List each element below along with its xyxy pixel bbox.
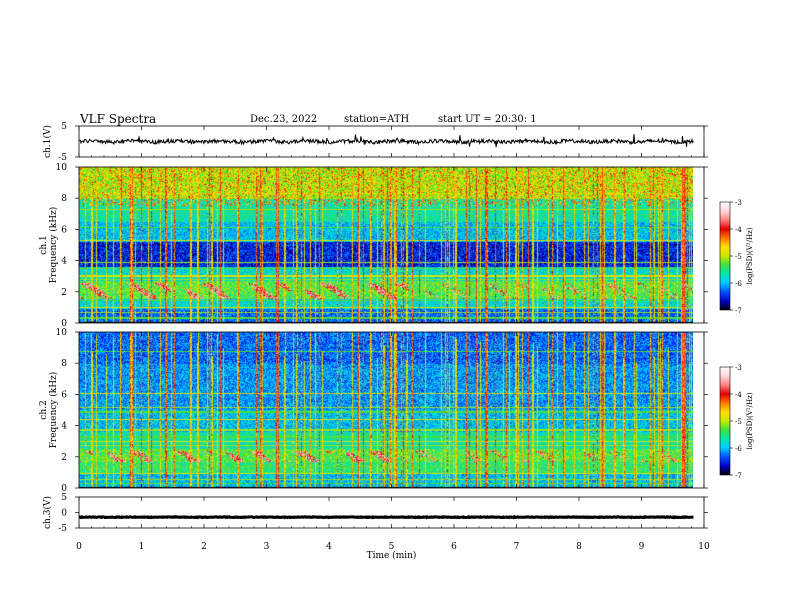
figure-title: VLF Spectra (80, 112, 157, 126)
ch1-spectrogram-ytick-label-0: 0 (61, 319, 67, 329)
ch2-spectrogram-ylabel: ch.2 (39, 400, 49, 419)
ch1-spectrogram-colorbar-tick-label--5: -5 (735, 253, 742, 261)
x-tick-label-3: 3 (264, 542, 270, 552)
ch1-spectrogram-ytick-label-4: 4 (61, 257, 67, 267)
ch3-waveform-frame (78, 496, 705, 529)
x-tick-label-8: 8 (576, 542, 582, 552)
ch2-spectrogram-colorbar-tick-label--4: -4 (735, 391, 742, 399)
ch1-spectrogram-ylabel: ch.1 (39, 235, 49, 254)
ch1-spectrogram-ytick-label-6: 6 (61, 225, 67, 235)
ch1-waveform-ytick-label-5: 5 (61, 122, 67, 132)
ch2-spectrogram-colorbar (719, 366, 731, 476)
ch2-spectrogram-colorbar-tick-label--5: -5 (735, 418, 742, 426)
x-tick-label-9: 9 (639, 542, 645, 552)
ch1-waveform-ylabel: ch.1(V) (42, 125, 53, 158)
ch2-spectrogram-colorbar-tick-label--3: -3 (735, 364, 742, 372)
x-tick-label-1: 1 (139, 542, 145, 552)
date-label: Dec.23, 2022 (250, 114, 318, 125)
ch1-spectrogram-colorbar (719, 201, 731, 311)
ch2-spectrogram-colorbar-tick-label--6: -6 (735, 445, 742, 453)
x-tick-label-10: 10 (698, 542, 710, 552)
ch2-spectrogram-image (79, 332, 693, 488)
ch2-spectrogram-ytick-label-6: 6 (61, 390, 67, 400)
x-tick-label-4: 4 (326, 542, 332, 552)
x-tick-label-5: 5 (389, 542, 395, 552)
ch1-spectrogram-colorbar-tick-label--7: -7 (735, 307, 742, 315)
ch3-waveform-ytick-label-5: 5 (61, 493, 67, 503)
x-tick-label-7: 7 (514, 542, 520, 552)
ch2-spectrogram-colorbar-tick-label--7: -7 (735, 472, 742, 480)
ch3-waveform-series-line (78, 514, 694, 520)
ch1-waveform-ytick-label--5: -5 (58, 153, 67, 163)
ch1-spectrogram-ytick-label-10: 10 (56, 163, 68, 173)
x-tick-label-0: 0 (76, 542, 82, 552)
ch1-spectrogram-ylabel-line2: Frequency (kHz) (48, 207, 59, 284)
x-tick-label-2: 2 (201, 542, 207, 552)
ch2-spectrogram-ytick-label-2: 2 (61, 453, 67, 463)
ch3-waveform-ytick-label-0: 0 (61, 509, 67, 519)
ch2-spectrogram-colorbar-label: log(PSD)(V²/Hz) (746, 392, 754, 449)
ch2-spectrogram-ytick-label-8: 8 (61, 359, 67, 369)
station-label: station=ATH (344, 114, 410, 125)
ch1-spectrogram-colorbar-tick-label--6: -6 (735, 280, 742, 288)
ch1-spectrogram-colorbar-tick-label--4: -4 (735, 226, 742, 234)
ch1-spectrogram-colorbar-tick-label--3: -3 (735, 199, 742, 207)
ch2-spectrogram-ytick-label-10: 10 (56, 328, 68, 338)
x-axis-label: Time (min) (367, 550, 417, 561)
ch2-spectrogram-ytick-label-0: 0 (61, 484, 67, 494)
ch1-spectrogram-ytick-label-8: 8 (61, 194, 67, 204)
ch1-spectrogram-image (79, 167, 693, 323)
ch1-waveform-series-line (78, 134, 694, 148)
ch1-spectrogram-colorbar-label: log(PSD)(V²/Hz) (746, 227, 754, 284)
x-tick-label-6: 6 (451, 542, 457, 552)
ch1-spectrogram-ytick-label-2: 2 (61, 288, 67, 298)
ch2-spectrogram-ytick-label-4: 4 (61, 422, 67, 432)
ch3-waveform-ytick-label--5: -5 (58, 524, 67, 534)
ch3-waveform-ylabel: ch.3(V) (42, 496, 53, 529)
ch2-spectrogram-ylabel-line2: Frequency (kHz) (48, 372, 59, 449)
start-time-label: start UT = 20:30: 1 (438, 114, 537, 125)
